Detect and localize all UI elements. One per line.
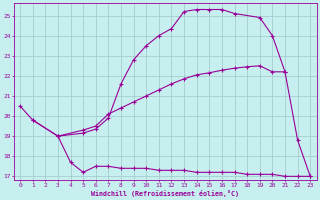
- X-axis label: Windchill (Refroidissement éolien,°C): Windchill (Refroidissement éolien,°C): [91, 190, 239, 197]
